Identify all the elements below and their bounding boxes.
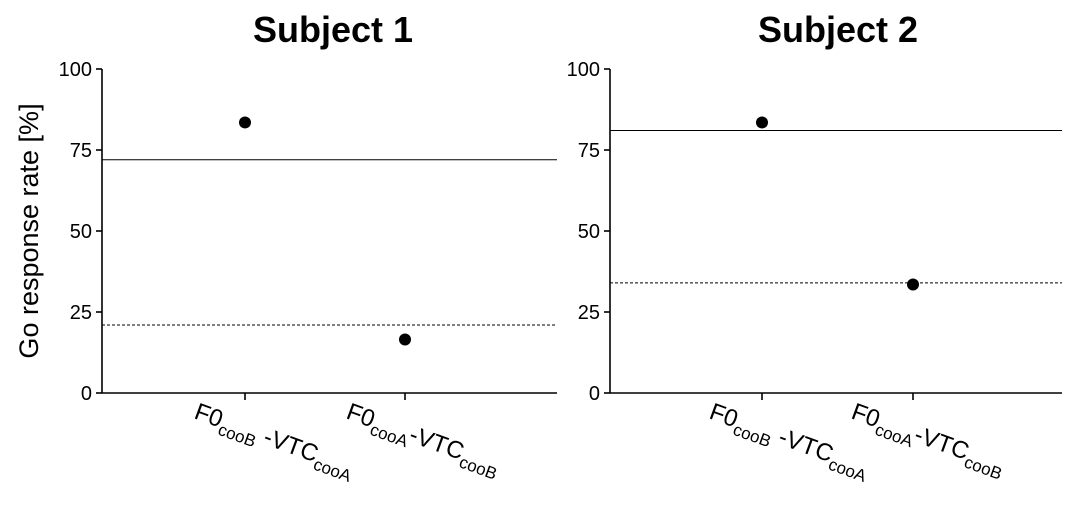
data-point [399,333,411,346]
subject-2-panel: Subject 2 0 25 50 75 100 F0cooB -VTCcooAF0cooA… [567,9,1062,486]
data-point [907,278,919,291]
x-tick-label: F0cooB -VTCcooA [704,398,874,486]
y-tick-label: 100 [567,59,600,81]
y-tick-label: 25 [70,302,92,324]
y-tick-label: 0 [81,383,92,405]
data-point [239,116,251,129]
panel-title: Subject 2 [758,9,918,50]
y-axis-label: Go response rate [%] [14,103,44,358]
x-tick-label: F0cooA-VTCcooB [846,398,1009,483]
x-tick-label: F0cooA-VTCcooB [341,398,504,483]
subject-1-panel: Subject 1 0 25 50 75 100 Go response rate [%] F… [14,9,557,486]
y-tick-label: 50 [578,221,600,243]
y-tick-label: 75 [70,140,92,162]
panel-title: Subject 1 [253,9,413,50]
y-tick-label: 50 [70,221,92,243]
y-tick-label: 25 [578,302,600,324]
y-tick-label: 75 [578,140,600,162]
x-tick-label: F0cooB -VTCcooA [189,398,359,486]
data-point [756,116,768,129]
y-tick-label: 0 [589,383,600,405]
y-tick-label: 100 [59,59,92,81]
